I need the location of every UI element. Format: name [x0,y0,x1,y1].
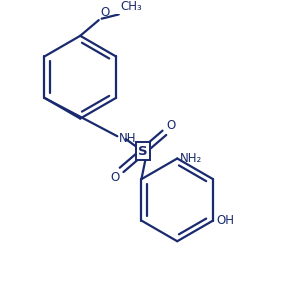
Text: OH: OH [216,214,234,227]
Text: O: O [111,171,120,184]
Text: NH: NH [119,132,136,145]
Text: NH₂: NH₂ [180,152,202,165]
Text: CH₃: CH₃ [120,0,142,13]
Text: O: O [166,119,175,132]
Text: O: O [100,6,109,19]
Text: S: S [138,145,148,158]
